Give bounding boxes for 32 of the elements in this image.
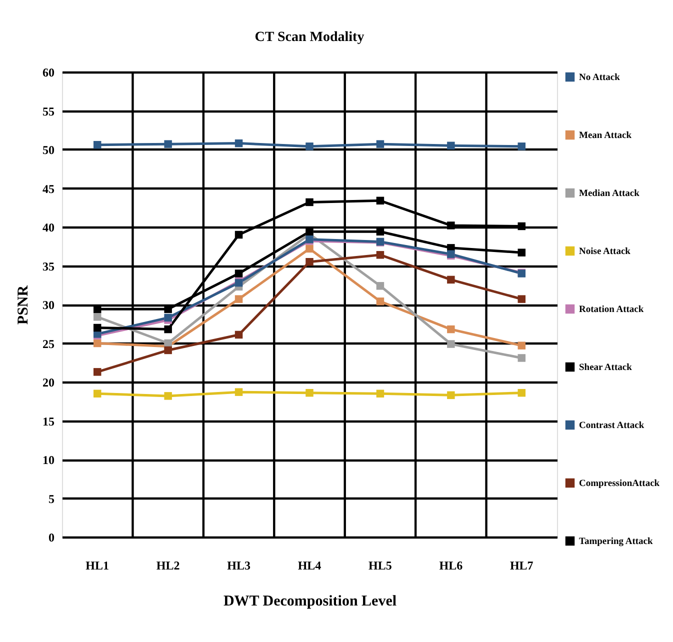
x-tick-label: HL5: [368, 558, 392, 572]
y-tick-label: 30: [42, 298, 54, 312]
legend-label: No Attack: [579, 73, 621, 83]
legend-label: Noise Attack: [579, 247, 632, 257]
legend-label: Shear Attack: [579, 363, 633, 373]
x-tick-label: HL1: [86, 558, 110, 572]
legend-label: Rotation Attack: [579, 305, 644, 315]
y-tick-label: 40: [42, 220, 54, 234]
y-tick-label: 50: [42, 143, 54, 157]
y-tick-label: 10: [42, 453, 54, 467]
x-tick-label: HL7: [510, 558, 534, 572]
chart-title: CT Scan Modality: [254, 30, 364, 45]
legend-label: Tampering Attack: [579, 537, 654, 547]
x-tick-label: HL2: [156, 558, 180, 572]
x-tick-label: HL6: [439, 558, 463, 572]
x-tick-label: HL4: [298, 558, 322, 572]
y-tick-label: 55: [42, 104, 54, 118]
y-tick-label: 60: [42, 66, 54, 80]
legend-label: CompressionAttack: [579, 479, 660, 489]
x-axis-title: DWT Decomposition Level: [223, 594, 397, 610]
legend-label: Mean Attack: [579, 131, 632, 141]
y-tick-label: 20: [42, 376, 54, 390]
x-tick-label: HL3: [227, 558, 250, 572]
y-tick-label: 0: [48, 530, 54, 544]
y-tick-label: 25: [42, 336, 54, 351]
y-axis-title: PSNR: [16, 285, 32, 325]
y-tick-label: 35: [42, 259, 54, 274]
legend-label: Contrast Attack: [579, 421, 645, 431]
y-tick-label: 45: [42, 182, 54, 196]
legend-label: Median Attack: [579, 189, 640, 199]
y-tick-label: 5: [48, 492, 54, 506]
y-tick-label: 15: [42, 414, 54, 428]
